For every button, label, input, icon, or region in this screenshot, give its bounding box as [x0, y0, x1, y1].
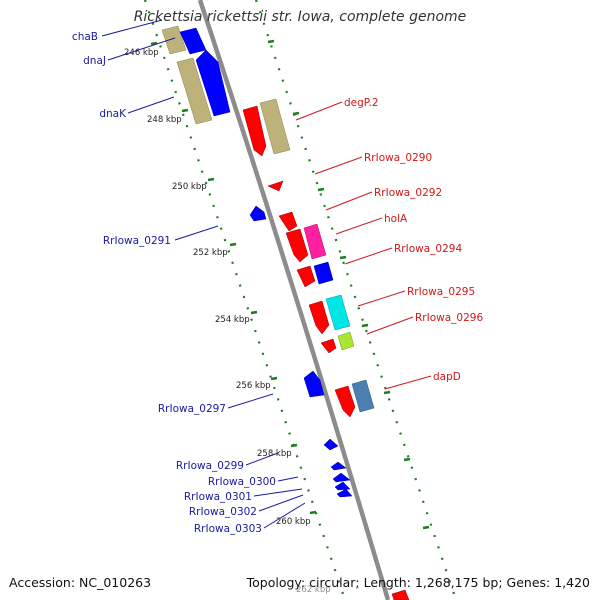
tick-mark [290, 443, 298, 448]
leader-line [258, 494, 304, 512]
forward-strand-genes [242, 98, 410, 600]
gene-label-RrIowa_0290[interactable]: RrIowa_0290 [364, 152, 432, 164]
gene-dapD[interactable] [351, 379, 375, 413]
gene-RrIowa_0303[interactable] [336, 488, 353, 498]
tick-label: 248 kbp [147, 115, 182, 125]
gene-label-RrIowa_0294[interactable]: RrIowa_0294 [394, 243, 462, 255]
accession-text: Accession: NC_010263 [9, 575, 152, 590]
genome-summary-text: Topology: circular; Length: 1,268,175 bp… [246, 575, 590, 590]
tick-mark [270, 376, 278, 381]
major-ticks [150, 39, 430, 530]
map-title: Rickettsia rickettsii str. Iowa, complet… [133, 9, 467, 25]
leader-line [174, 225, 219, 241]
tick-mark [422, 525, 430, 530]
gene-RrIowa_0302[interactable] [334, 481, 351, 491]
tick-mark [229, 242, 237, 247]
gene-label-RrIowa_0295[interactable]: RrIowa_0295 [407, 286, 475, 298]
tick-label: 250 kbp [172, 182, 207, 192]
gene-RrIowa_0297[interactable] [303, 370, 325, 398]
gene-dapD-red[interactable] [334, 385, 356, 418]
tick-label: 246 kbp [124, 48, 159, 58]
gene-label-dnaJ[interactable]: dnaJ [83, 55, 106, 67]
reverse-label-leaders [101, 19, 306, 529]
tick-mark [292, 111, 300, 116]
gene-degP.2-block[interactable] [259, 98, 291, 155]
gene-partial[interactable] [391, 589, 410, 600]
gene-label-dapD[interactable]: dapD [433, 371, 461, 383]
tick-mark [361, 323, 369, 328]
gene-dnaK[interactable] [195, 49, 231, 117]
leader-line [107, 37, 176, 61]
gene-RrIowa_0300[interactable] [330, 461, 347, 471]
gene-RrIowa_0301[interactable] [332, 472, 351, 483]
gene-label-degP.2[interactable]: degP.2 [344, 97, 379, 109]
tick-mark [383, 390, 391, 395]
gene-label-holA[interactable]: holA [384, 213, 408, 225]
gene-holA-red[interactable] [285, 228, 309, 263]
reverse-gene-labels: chaB dnaJ dnaK RrIowa_0291 RrIowa_0297 R… [72, 31, 276, 535]
leader-line [357, 290, 406, 307]
leader-line [263, 502, 306, 529]
leader-line [314, 156, 363, 175]
gene-RrIowa_0299[interactable] [323, 438, 339, 451]
gene-holA[interactable] [303, 223, 327, 260]
gene-RrIowa_0295[interactable] [325, 294, 351, 331]
leader-line [384, 375, 432, 390]
tick-mark [207, 177, 215, 182]
leader-line [101, 19, 163, 37]
gene-chaB-block[interactable] [161, 25, 187, 55]
reverse-strand-genes [161, 25, 353, 498]
gene-RrIowa_0291[interactable] [249, 205, 267, 222]
leader-line [325, 191, 373, 211]
tick-mark [150, 41, 158, 46]
leader-line [335, 217, 383, 235]
tick-mark [267, 39, 275, 44]
gene-dnaJ-block[interactable] [176, 57, 213, 125]
tick-label: 256 kbp [236, 381, 271, 391]
gene-label-RrIowa_0291[interactable]: RrIowa_0291 [103, 235, 171, 247]
gene-RrIowa_0292[interactable] [278, 211, 298, 232]
gene-label-RrIowa_0301[interactable]: RrIowa_0301 [184, 491, 252, 503]
leader-line [277, 476, 299, 482]
tick-label: 254 kbp [215, 315, 250, 325]
gene-label-RrIowa_0296[interactable]: RrIowa_0296 [415, 312, 483, 324]
gene-degP.2[interactable] [242, 105, 267, 157]
gene-label-RrIowa_0303[interactable]: RrIowa_0303 [194, 523, 262, 535]
gene-RrIowa_0295-red[interactable] [308, 300, 330, 335]
leader-line [127, 96, 175, 114]
leader-line [295, 101, 343, 121]
gene-RrIowa_0296[interactable] [337, 331, 355, 351]
gene-label-RrIowa_0300[interactable]: RrIowa_0300 [208, 476, 276, 488]
gene-RrIowa_0296-red[interactable] [320, 338, 337, 354]
leader-line [253, 488, 303, 497]
tick-mark [339, 255, 347, 260]
leader-line [366, 316, 414, 335]
tick-mark [250, 310, 258, 315]
tick-mark [181, 108, 189, 113]
tick-label: 252 kbp [193, 248, 228, 258]
gene-label-RrIowa_0292[interactable]: RrIowa_0292 [374, 187, 442, 199]
gene-label-dnaK[interactable]: dnaK [99, 108, 127, 120]
leader-line [245, 452, 279, 466]
gene-label-RrIowa_0302[interactable]: RrIowa_0302 [189, 506, 257, 518]
tick-mark [317, 187, 325, 192]
gene-RrIowa_0294-red[interactable] [296, 265, 316, 288]
gene-RrIowa_0290[interactable] [267, 180, 284, 192]
outer-tick-track [254, 0, 458, 600]
tick-mark [309, 510, 317, 515]
genome-backbone [197, 0, 391, 600]
tick-label: 260 kbp [276, 517, 311, 527]
tick-label: 262 kbp [296, 585, 331, 595]
forward-label-leaders [295, 101, 432, 390]
gene-label-RrIowa_0299[interactable]: RrIowa_0299 [176, 460, 244, 472]
gene-label-RrIowa_0297[interactable]: RrIowa_0297 [158, 403, 226, 415]
gene-RrIowa_0294[interactable] [313, 261, 334, 285]
leader-line [344, 247, 393, 265]
tick-mark [403, 457, 411, 462]
forward-gene-labels: degP.2 RrIowa_0290 RrIowa_0292 holA RrIo… [344, 97, 483, 383]
leader-line [227, 393, 274, 409]
gene-label-chaB[interactable]: chaB [72, 31, 98, 43]
